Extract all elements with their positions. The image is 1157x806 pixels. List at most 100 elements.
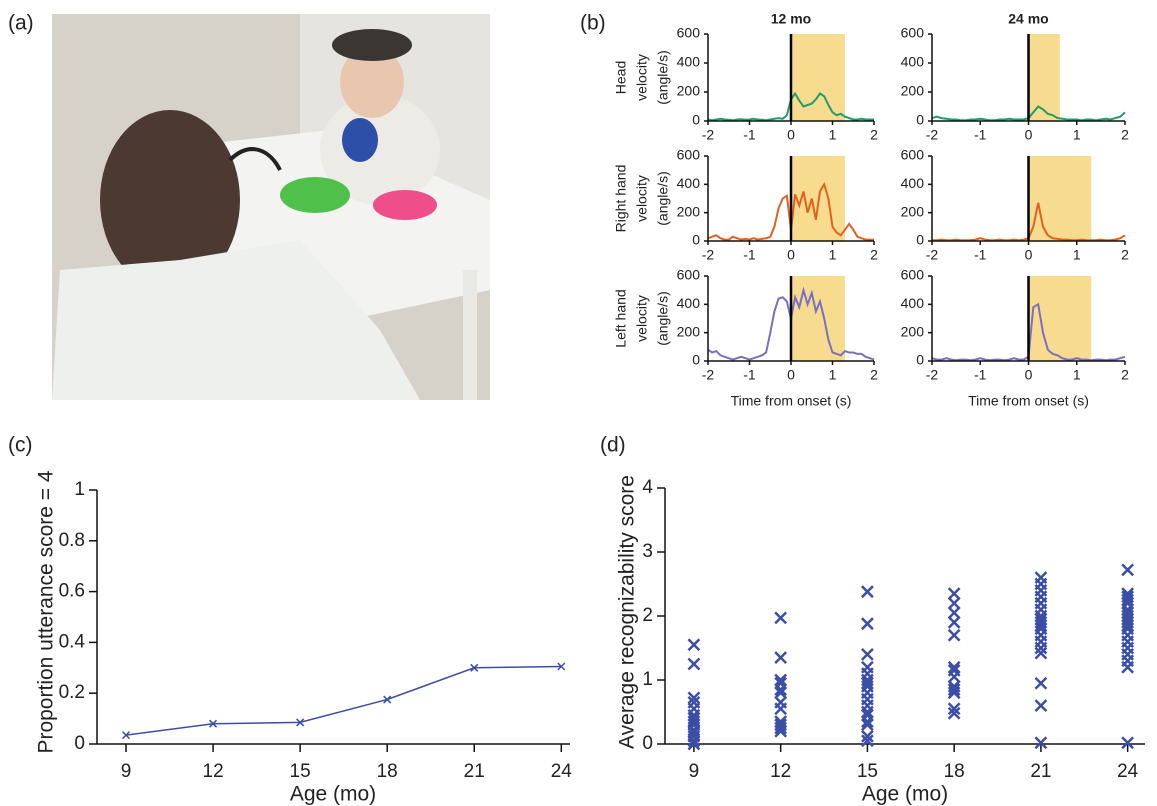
y-axis-label: (angle/s) (655, 171, 671, 225)
point (774, 651, 788, 664)
y-axis-label: velocity (634, 295, 650, 342)
y-tick-label: 0 (642, 733, 653, 754)
y-tick-label: 600 (901, 25, 925, 41)
x-tick-label: 2 (870, 127, 878, 143)
y-tick-label: 0.2 (59, 682, 85, 703)
marker (557, 662, 566, 671)
x-tick-label: 0 (787, 367, 795, 383)
y-tick-label: 400 (677, 54, 701, 70)
y-tick-label: 0 (692, 352, 700, 368)
y-tick-label: 4 (642, 477, 653, 498)
x-axis-label: Age (mo) (862, 783, 948, 806)
x-tick-label: 2 (1121, 127, 1129, 143)
y-tick-label: 0.8 (59, 530, 85, 551)
x-tick-label: 18 (377, 761, 398, 782)
point (1121, 660, 1135, 674)
y-axis-label: Left hand (613, 289, 629, 347)
y-tick-label: 1 (74, 479, 85, 500)
x-tick-label: 12 (203, 761, 224, 782)
y-tick-label: 400 (901, 295, 925, 311)
y-tick-label: 200 (901, 323, 925, 339)
y-axis-label: Average recognizability score (616, 475, 639, 749)
point (1121, 593, 1135, 607)
x-tick-label: 0 (787, 127, 795, 143)
point (947, 702, 961, 716)
point (687, 638, 701, 652)
x-tick-label: -2 (702, 247, 715, 263)
point (687, 734, 701, 748)
point (947, 616, 961, 629)
x-tick-label: -2 (926, 127, 939, 143)
y-tick-label: 0 (916, 232, 924, 248)
highlight (791, 34, 845, 121)
y-tick-label: 600 (677, 25, 701, 41)
x-tick-label: 2 (1121, 367, 1129, 383)
x-tick-label: 9 (689, 761, 700, 782)
point (774, 702, 788, 716)
y-axis-label: Head (613, 61, 629, 94)
x-tick-label: -2 (926, 367, 939, 383)
point (1121, 619, 1135, 632)
panel-label: (d) (600, 434, 626, 457)
point (1034, 641, 1048, 655)
point (687, 737, 701, 751)
x-tick-label: 0 (787, 247, 795, 263)
y-tick-label: 600 (901, 147, 925, 163)
point (947, 587, 961, 600)
y-tick-label: 2 (642, 605, 653, 626)
y-tick-label: 200 (901, 83, 925, 99)
point (861, 705, 874, 719)
y-tick-label: 400 (677, 295, 701, 311)
point (861, 718, 874, 732)
x-tick-label: 0 (1025, 127, 1033, 143)
x-tick-label: 21 (1030, 761, 1051, 782)
x-tick-label: 0 (1025, 367, 1033, 383)
panel-label: (c) (8, 434, 33, 457)
point (947, 683, 961, 696)
point (774, 683, 788, 696)
x-tick-label: 0 (1025, 247, 1033, 263)
y-tick-label: 600 (677, 147, 701, 163)
y-axis-label: (angle/s) (655, 291, 671, 345)
column-title: 12 mo (771, 11, 811, 27)
point (947, 686, 961, 700)
y-tick-label: 3 (642, 541, 653, 562)
x-tick-label: 12 (770, 761, 791, 782)
x-tick-label: -1 (974, 367, 987, 383)
point (774, 721, 788, 735)
x-tick-label: -1 (974, 247, 987, 263)
highlight (1028, 276, 1092, 361)
point (861, 715, 874, 728)
marker (383, 695, 392, 704)
point (947, 596, 961, 610)
x-tick-label: 15 (290, 761, 311, 782)
x-tick-label: -2 (702, 367, 715, 383)
point (1121, 563, 1135, 577)
marker (296, 718, 305, 727)
panel-label: (a) (8, 12, 34, 35)
y-tick-label: 200 (677, 83, 701, 99)
y-tick-label: 600 (677, 267, 701, 283)
y-axis-label: velocity (634, 54, 650, 101)
point (947, 706, 961, 720)
x-tick-label: 15 (857, 761, 878, 782)
x-tick-label: 1 (1073, 247, 1081, 263)
y-tick-label: 400 (677, 175, 701, 191)
point (1034, 676, 1048, 690)
point (861, 734, 874, 748)
x-tick-label: 24 (551, 761, 573, 782)
x-tick-label: 21 (464, 761, 485, 782)
x-axis-label: Time from onset (s) (731, 393, 852, 409)
x-tick-label: 18 (944, 761, 965, 782)
point (861, 729, 874, 743)
y-tick-label: 0 (916, 352, 924, 368)
x-tick-label: -1 (743, 367, 756, 383)
point (861, 676, 874, 690)
x-tick-label: 9 (121, 761, 132, 782)
y-tick-label: 600 (901, 267, 925, 283)
highlight (1028, 156, 1092, 241)
y-tick-label: 200 (677, 203, 701, 219)
marker (121, 731, 131, 740)
point (774, 686, 788, 700)
y-axis-label: (angle/s) (655, 50, 671, 104)
